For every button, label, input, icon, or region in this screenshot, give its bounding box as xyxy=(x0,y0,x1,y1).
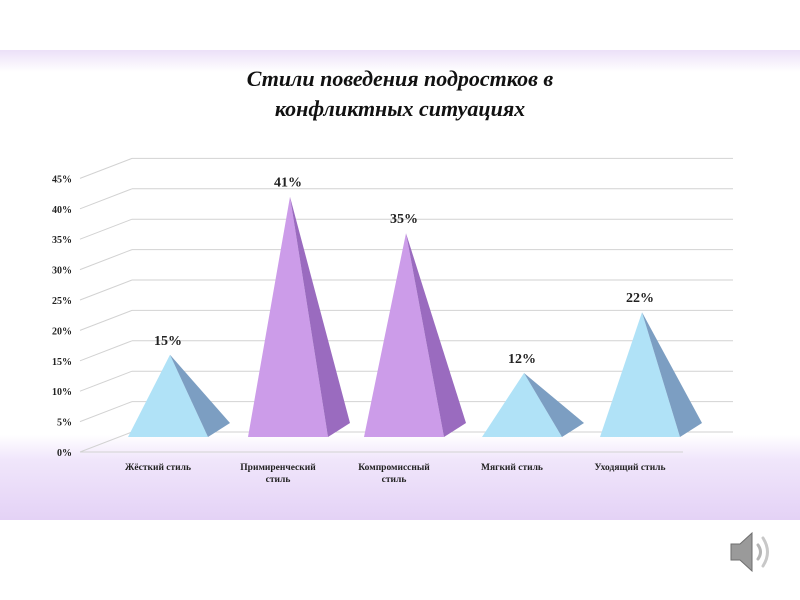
category-label: стиль xyxy=(382,475,407,485)
bars xyxy=(128,196,702,437)
pyramid-side-face xyxy=(642,312,702,437)
data-label: 12% xyxy=(508,352,536,367)
category-label: Компромиссный xyxy=(358,462,430,473)
pyramid-side-face xyxy=(406,233,466,437)
chart-title: Стили поведения подростков в конфликтных… xyxy=(180,64,620,124)
y-tick-label: 10% xyxy=(52,387,72,398)
y-tick-label: 45% xyxy=(52,174,72,185)
data-label: 22% xyxy=(626,291,654,306)
y-tick-label: 15% xyxy=(52,357,72,368)
pyramid-bar xyxy=(482,373,584,437)
grid-line-diagonal xyxy=(79,249,133,271)
y-tick-label: 35% xyxy=(52,235,72,246)
chart-title-line-2: конфликтных ситуациях xyxy=(274,96,526,121)
pyramid-bar xyxy=(128,354,230,437)
y-tick-label: 0% xyxy=(57,448,72,459)
data-labels: 15% 41% 35% 12% 22% xyxy=(154,176,654,367)
grid-line-diagonal xyxy=(79,401,133,423)
pyramid-front-face xyxy=(128,354,208,437)
grid-line-diagonal xyxy=(79,309,133,331)
grid-line-diagonal xyxy=(79,218,133,240)
pyramid-bar xyxy=(248,196,350,437)
pyramid-front-face xyxy=(364,233,444,437)
data-label: 41% xyxy=(274,176,302,191)
pyramid-side-face xyxy=(170,354,230,437)
data-label: 35% xyxy=(390,212,418,227)
pyramid-front-face xyxy=(600,312,680,437)
pyramid-side-face xyxy=(290,196,350,437)
y-axis-ticks: 0% 5% 10% 15% 20% 25% 30% 35% 40% 45% xyxy=(52,174,72,459)
pyramid-bar xyxy=(364,233,466,437)
grid-line-diagonal xyxy=(79,340,133,362)
y-tick-label: 30% xyxy=(52,266,72,277)
category-label: Примиренческий xyxy=(240,462,316,473)
pyramid-front-face xyxy=(482,373,562,437)
grid-line-diagonal xyxy=(79,370,133,392)
y-tick-label: 40% xyxy=(52,205,72,216)
pyramid-bar xyxy=(600,312,702,437)
grid-line-diagonal xyxy=(79,157,133,179)
grid-line-diagonal xyxy=(79,279,133,301)
category-label: Жёсткий стиль xyxy=(125,462,191,473)
pyramid-side-face xyxy=(524,373,584,437)
y-tick-label: 20% xyxy=(52,326,72,337)
y-tick-label: 5% xyxy=(57,418,72,429)
speaker-icon[interactable] xyxy=(728,526,776,578)
y-tick-label: 25% xyxy=(52,296,72,307)
pyramid-front-face xyxy=(248,196,328,437)
category-labels: Жёсткий стиль Примиренческий стиль Компроми… xyxy=(125,462,666,485)
grid-line-diagonal xyxy=(79,188,133,210)
category-label: Уходящий стиль xyxy=(594,462,665,473)
grid-line-diagonal xyxy=(79,431,133,453)
category-label: стиль xyxy=(266,475,291,485)
chart-title-line-1: Стили поведения подростков в xyxy=(246,66,554,91)
category-label: Мягкий стиль xyxy=(481,462,543,473)
data-label: 15% xyxy=(154,334,182,349)
